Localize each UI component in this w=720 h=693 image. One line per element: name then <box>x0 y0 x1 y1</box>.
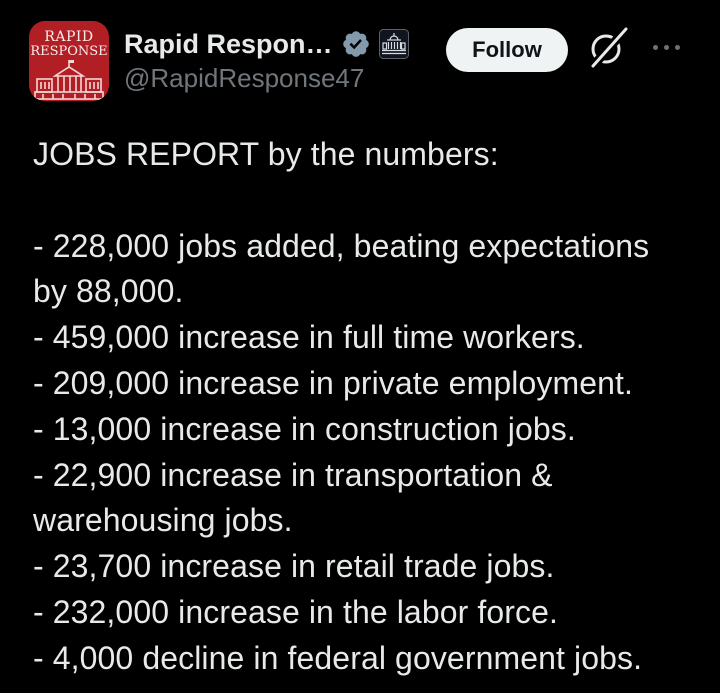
tweet-line: - 459,000 increase in full time workers. <box>33 319 585 356</box>
tweet-line: - 232,000 increase in the labor force. <box>33 593 559 630</box>
user-name-row: Rapid Respon… <box>124 27 409 61</box>
tweet-line: warehousing jobs. <box>33 502 293 539</box>
tweet-line <box>33 178 713 224</box>
user-handle[interactable]: @RapidResponse47 <box>124 63 365 93</box>
dot <box>675 45 680 50</box>
tweet-line: - 4,000 decline in federal government jo… <box>33 639 643 676</box>
dot <box>653 45 658 50</box>
affiliate-badge-icon[interactable] <box>378 29 409 59</box>
follow-button[interactable]: Follow <box>446 28 568 72</box>
tweet-line: - 209,000 increase in private employment… <box>33 364 633 401</box>
verified-badge-icon[interactable] <box>341 29 371 59</box>
more-icon[interactable] <box>653 45 680 50</box>
tweet-text: JOBS REPORT by the numbers: - 228,000 jo… <box>33 132 713 682</box>
avatar-logo-text: RAPID RESPONSE <box>30 29 108 59</box>
follow-label: Follow <box>472 37 542 62</box>
dot <box>664 45 669 50</box>
tweet-line: - 13,000 increase in construction jobs. <box>33 410 576 447</box>
grok-icon[interactable] <box>586 26 630 70</box>
tweet-line: - 22,900 increase in transportation & <box>33 456 553 493</box>
display-name[interactable]: Rapid Respon… <box>124 28 333 59</box>
tweet-line: by 88,000. <box>33 273 184 310</box>
avatar[interactable]: RAPID RESPONSE <box>29 21 109 101</box>
tweet-line: JOBS REPORT by the numbers: <box>33 136 499 172</box>
tweet-line: - 23,700 increase in retail trade jobs. <box>33 548 555 585</box>
white-house-icon <box>34 60 104 100</box>
tweet-line: - 228,000 jobs added, beating expectatio… <box>33 227 650 264</box>
